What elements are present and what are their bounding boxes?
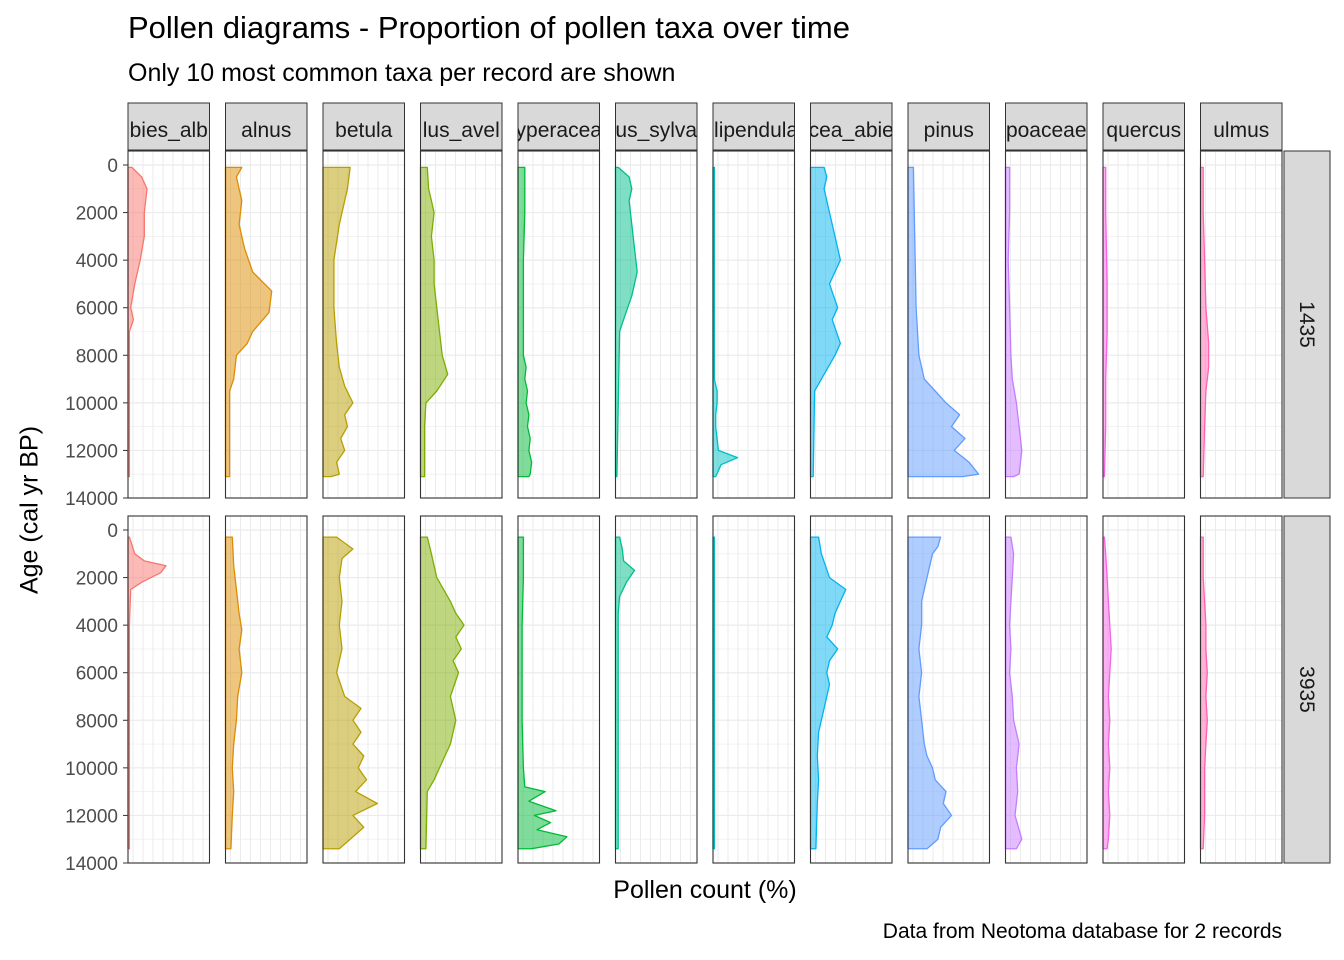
y-tick-label: 0 bbox=[107, 156, 118, 177]
y-tick-label: 14000 bbox=[65, 489, 118, 510]
y-tick-label: 2000 bbox=[76, 204, 118, 225]
panel-3935-quercus bbox=[1102, 515, 1186, 864]
facet-strip-label: quercus bbox=[1106, 119, 1181, 142]
panel-1435-abies_alba bbox=[127, 150, 211, 499]
panel-3935-picea_abies bbox=[809, 515, 893, 864]
facet-strip-record-3935: 3935 bbox=[1283, 515, 1331, 864]
y-tick-label: 12000 bbox=[65, 441, 118, 462]
facet-strip-quercus: quercus bbox=[1102, 102, 1185, 151]
y-tick-label: 10000 bbox=[65, 394, 118, 415]
facet-strip-label: betula bbox=[335, 119, 393, 142]
facet-strip-label: ilipendula bbox=[709, 119, 798, 142]
y-axis-record-3935: 0 2000 4000 6000 8000 10000 12000 14000 bbox=[65, 521, 128, 875]
pollen-area-pinus bbox=[907, 536, 953, 850]
pollen-area-alnus bbox=[224, 166, 273, 478]
pollen-area-poaceae bbox=[1004, 166, 1023, 478]
y-tick-label: 12000 bbox=[65, 806, 118, 827]
facet-strip-alnus: alnus bbox=[225, 102, 308, 151]
pollen-area-quercus bbox=[1102, 536, 1112, 850]
y-tick-label: 10000 bbox=[65, 759, 118, 780]
facet-strip-label: yperacea bbox=[516, 119, 603, 142]
pollen-area-ulmus bbox=[1199, 536, 1208, 850]
chart-subtitle: Only 10 most common taxa per record are … bbox=[128, 59, 676, 87]
facet-strip-label: cea_abie bbox=[809, 119, 894, 142]
facet-strip-label: ulmus bbox=[1213, 119, 1269, 142]
panel-1435-pinus bbox=[907, 150, 991, 499]
panel-1435-picea_abies bbox=[809, 150, 893, 499]
panel-3935-poaceae bbox=[1004, 515, 1088, 864]
panel-1435-corylus_avellana bbox=[419, 150, 503, 499]
panel-1435-fagus_sylvatica bbox=[614, 150, 698, 499]
pollen-area-betula bbox=[322, 536, 378, 850]
panel-1435-filipendula bbox=[712, 150, 796, 499]
y-tick-label: 4000 bbox=[76, 616, 118, 637]
pollen-area-poaceae bbox=[1004, 536, 1023, 850]
pollen-area-filipendula bbox=[712, 166, 739, 478]
panel-1435-cyperaceae bbox=[517, 150, 601, 499]
y-tick-label: 6000 bbox=[76, 299, 118, 320]
y-axis-record-1435: 0 2000 4000 6000 8000 10000 12000 14000 bbox=[65, 156, 128, 510]
pollen-area-abies_alba bbox=[127, 166, 148, 478]
y-tick-label: 6000 bbox=[76, 664, 118, 685]
pollen-area-betula bbox=[322, 166, 354, 478]
facet-strip-filipendula: ilipendula bbox=[709, 102, 798, 151]
chart-title: Pollen diagrams - Proportion of pollen t… bbox=[128, 10, 850, 45]
x-axis-label: Pollen count (%) bbox=[613, 876, 797, 904]
facet-strip-label: 3935 bbox=[1295, 666, 1318, 713]
panel-1435-poaceae bbox=[1004, 150, 1088, 499]
facet-strip-label: poaceae bbox=[1006, 119, 1087, 142]
chart-caption: Data from Neotoma database for 2 records bbox=[882, 920, 1282, 943]
panel-1435-betula bbox=[322, 150, 406, 499]
pollen-area-alnus bbox=[224, 536, 243, 850]
facet-strip-label: us_sylva bbox=[615, 119, 697, 142]
panel-3935-betula bbox=[322, 515, 406, 864]
facet-strip-abies_alba: bies_alb bbox=[127, 102, 210, 151]
panel-3935-corylus_avellana bbox=[419, 515, 503, 864]
facet-strip-cyperaceae: yperacea bbox=[516, 102, 603, 151]
facet-strip-label: alnus bbox=[241, 119, 291, 142]
pollen-area-corylus_avellana bbox=[419, 536, 465, 850]
panel-3935-pinus bbox=[907, 515, 991, 864]
pollen-area-quercus bbox=[1102, 166, 1108, 478]
facet-strip-betula: betula bbox=[322, 102, 405, 151]
panel-3935-abies_alba bbox=[127, 515, 211, 864]
pollen-area-ulmus bbox=[1199, 166, 1210, 478]
facet-strip-label: 1435 bbox=[1295, 301, 1318, 348]
facet-strip-label: pinus bbox=[924, 119, 974, 142]
facet-strip-corylus_avellana: lus_avel bbox=[420, 102, 503, 151]
y-tick-label: 2000 bbox=[76, 569, 118, 590]
facet-strip-fagus_sylvatica: us_sylva bbox=[615, 102, 698, 151]
facet-strip-label: lus_avel bbox=[423, 119, 500, 142]
facet-strip-record-1435: 1435 bbox=[1283, 150, 1331, 499]
panel-1435-ulmus bbox=[1199, 150, 1283, 499]
pollen-area-picea_abies bbox=[809, 536, 847, 850]
y-axis-label: Age (cal yr BP) bbox=[15, 425, 44, 595]
panel-3935-filipendula bbox=[712, 515, 796, 864]
pollen-area-fagus_sylvatica bbox=[614, 166, 638, 478]
pollen-area-cyperaceae bbox=[517, 166, 533, 478]
pollen-area-fagus_sylvatica bbox=[614, 536, 636, 850]
panel-1435-alnus bbox=[224, 150, 308, 499]
y-tick-label: 8000 bbox=[76, 711, 118, 732]
pollen-area-abies_alba bbox=[127, 536, 167, 850]
pollen-area-cyperaceae bbox=[517, 536, 568, 850]
y-tick-label: 8000 bbox=[76, 346, 118, 367]
panel-3935-alnus bbox=[224, 515, 308, 864]
pollen-area-corylus_avellana bbox=[419, 166, 449, 478]
facet-strip-ulmus: ulmus bbox=[1200, 102, 1283, 151]
y-tick-label: 14000 bbox=[65, 854, 118, 875]
pollen-area-picea_abies bbox=[809, 166, 842, 478]
panel-3935-cyperaceae bbox=[517, 515, 601, 864]
facet-strip-poaceae: poaceae bbox=[1005, 102, 1088, 151]
y-tick-label: 0 bbox=[107, 521, 118, 542]
pollen-area-pinus bbox=[907, 166, 980, 478]
facet-strip-picea_abies: cea_abie bbox=[809, 102, 894, 151]
panel-3935-fagus_sylvatica bbox=[614, 515, 698, 864]
y-tick-label: 4000 bbox=[76, 251, 118, 272]
facet-strip-label: bies_alb bbox=[130, 119, 208, 142]
facet-strip-pinus: pinus bbox=[907, 102, 990, 151]
panel-1435-quercus bbox=[1102, 150, 1186, 499]
panel-3935-ulmus bbox=[1199, 515, 1283, 864]
